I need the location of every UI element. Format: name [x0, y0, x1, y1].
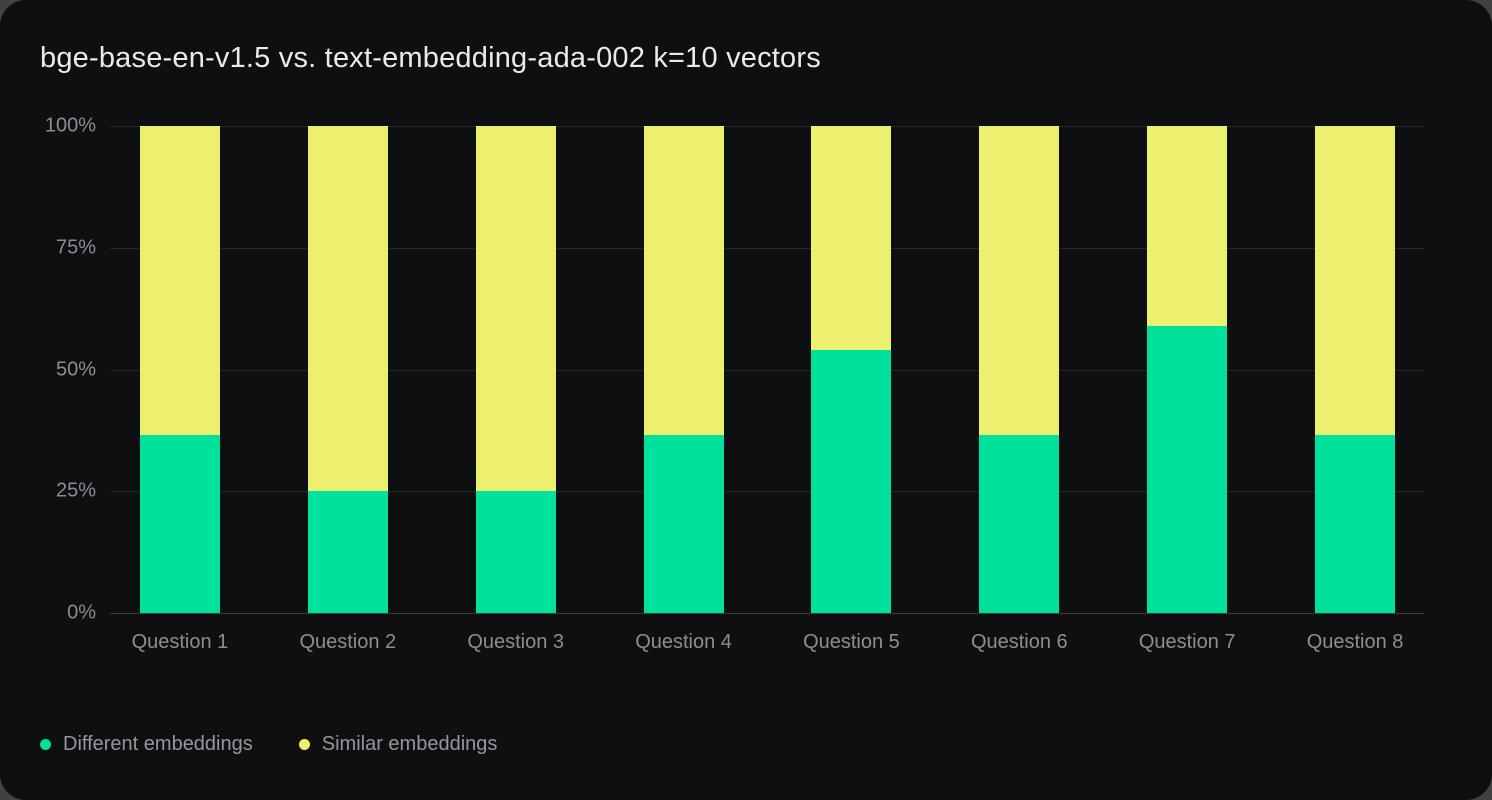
x-tick-7: Question 7 [1138, 631, 1236, 653]
bar-segment-similar[interactable] [643, 126, 724, 435]
bar-segment-different[interactable] [307, 491, 388, 613]
bar-segment-different[interactable] [139, 434, 220, 613]
legend-dot-icon [40, 739, 51, 750]
bar-segment-different[interactable] [1315, 434, 1396, 613]
chart-title: bge-base-en-v1.5 vs. text-embedding-ada-… [40, 42, 821, 74]
legend-item-similar-embeddings[interactable]: Similar embeddings [298, 733, 498, 756]
y-tick-0: 0% [67, 601, 96, 624]
bar-segment-different[interactable] [1147, 325, 1228, 613]
bar-slot [1103, 126, 1271, 613]
x-tick-4: Question 4 [635, 631, 732, 653]
bar-question-2[interactable] [307, 126, 388, 613]
bar-segment-similar[interactable] [475, 126, 556, 492]
bar-segment-different[interactable] [643, 434, 724, 613]
bar-slot [768, 126, 936, 613]
bar-segment-different[interactable] [475, 491, 556, 613]
bar-slot [432, 126, 600, 613]
y-tick-100: 100% [44, 114, 96, 137]
x-tick-8: Question 8 [1306, 631, 1404, 653]
bar-question-4[interactable] [643, 126, 724, 613]
bar-question-7[interactable] [1147, 126, 1228, 613]
bar-slot [96, 126, 264, 613]
x-tick-5: Question 5 [803, 631, 900, 653]
bar-question-5[interactable] [811, 126, 892, 613]
x-tick-1: Question 1 [131, 631, 229, 653]
x-axis-baseline [110, 613, 1424, 614]
bar-segment-similar[interactable] [139, 126, 220, 435]
bar-segment-different[interactable] [979, 434, 1060, 613]
gridline-100 [110, 126, 1424, 127]
bar-segment-similar[interactable] [1315, 126, 1396, 435]
bar-segment-similar[interactable] [811, 126, 892, 350]
bar-question-3[interactable] [475, 126, 556, 613]
gridline-50 [110, 369, 1424, 371]
x-tick-2: Question 2 [299, 631, 397, 653]
y-tick-50: 50% [55, 358, 96, 380]
bar-slot [935, 126, 1103, 613]
bar-question-6[interactable] [979, 126, 1060, 613]
bar-question-8[interactable] [1315, 126, 1396, 613]
bar-slot [264, 126, 432, 613]
bar-segment-different[interactable] [811, 349, 892, 613]
bar-segment-similar[interactable] [1147, 126, 1228, 326]
bar-segment-similar[interactable] [979, 126, 1060, 435]
y-tick-75: 75% [55, 236, 96, 259]
bar-slot [600, 126, 768, 613]
gridline-25 [110, 491, 1424, 493]
bar-segment-similar[interactable] [307, 126, 388, 492]
x-axis: Question 1 Question 2 Question 3 Question 4… [96, 631, 1439, 654]
y-tick-25: 25% [55, 479, 96, 502]
plot-area [110, 126, 1424, 614]
bars-layer [96, 126, 1439, 613]
legend: Different embeddings Similar embeddings [40, 733, 497, 756]
x-tick-3: Question 3 [467, 631, 565, 653]
legend-label: Similar embeddings [321, 733, 498, 755]
bar-question-1[interactable] [139, 126, 220, 613]
legend-label: Different embeddings [63, 733, 253, 755]
y-axis: 100% 75% 50% 25% 0% [16, 115, 96, 624]
legend-item-different-embeddings[interactable]: Different embeddings [40, 733, 253, 756]
x-tick-6: Question 6 [970, 631, 1068, 653]
legend-dot-icon [298, 739, 310, 750]
gridline-75 [110, 247, 1424, 249]
bar-slot [1271, 126, 1439, 613]
